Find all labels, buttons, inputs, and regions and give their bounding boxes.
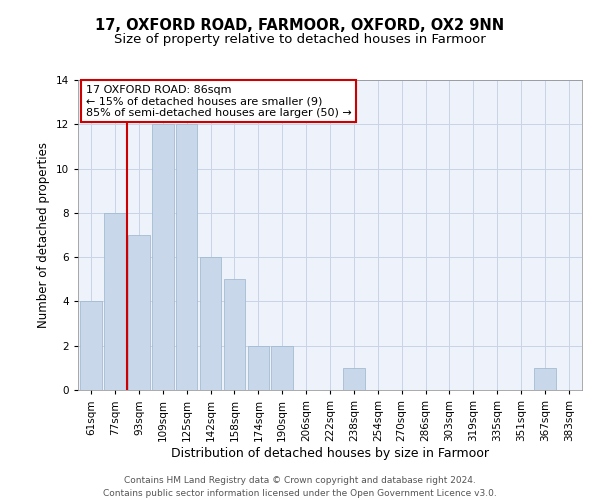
- Text: Size of property relative to detached houses in Farmoor: Size of property relative to detached ho…: [114, 32, 486, 46]
- Text: 17, OXFORD ROAD, FARMOOR, OXFORD, OX2 9NN: 17, OXFORD ROAD, FARMOOR, OXFORD, OX2 9N…: [95, 18, 505, 32]
- Bar: [343, 368, 365, 390]
- Bar: [104, 213, 126, 390]
- Text: Contains HM Land Registry data © Crown copyright and database right 2024.
Contai: Contains HM Land Registry data © Crown c…: [103, 476, 497, 498]
- Y-axis label: Number of detached properties: Number of detached properties: [37, 142, 50, 328]
- Text: 17 OXFORD ROAD: 86sqm
← 15% of detached houses are smaller (9)
85% of semi-detac: 17 OXFORD ROAD: 86sqm ← 15% of detached …: [86, 84, 352, 118]
- Bar: [200, 257, 221, 390]
- Bar: [152, 124, 173, 390]
- Bar: [224, 280, 245, 390]
- Bar: [176, 124, 197, 390]
- Bar: [271, 346, 293, 390]
- Bar: [128, 235, 149, 390]
- Bar: [80, 302, 102, 390]
- Bar: [534, 368, 556, 390]
- Bar: [248, 346, 269, 390]
- X-axis label: Distribution of detached houses by size in Farmoor: Distribution of detached houses by size …: [171, 446, 489, 460]
